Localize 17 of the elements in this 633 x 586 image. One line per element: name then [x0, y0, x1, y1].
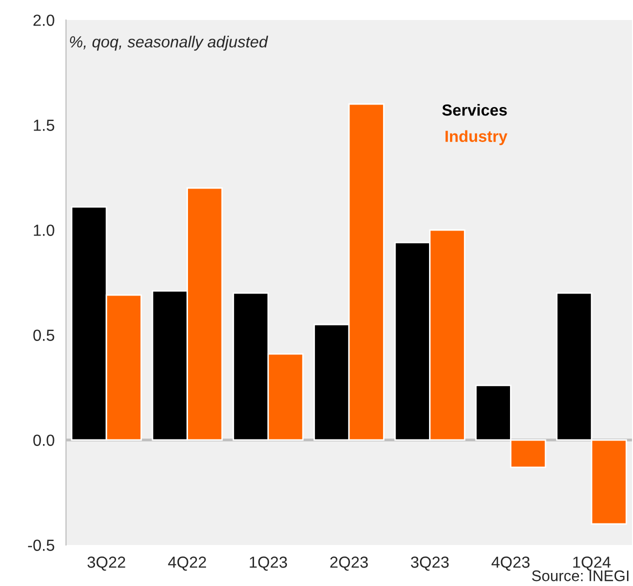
y-tick-label: 0.5	[33, 330, 54, 341]
x-tick-label: 1Q24	[573, 556, 611, 571]
y-tick-label: -0.5	[28, 540, 54, 551]
x-tick-label: 3Q22	[88, 556, 126, 571]
x-tick-label: 4Q22	[168, 556, 206, 571]
source-note: Source: INEGI	[532, 570, 628, 582]
x-tick-label: 3Q23	[410, 556, 449, 571]
y-tick-label: 2.0	[33, 14, 54, 26]
text: %, qoq, seasonally adjusted	[70, 36, 268, 51]
y-tick-label: 1.0	[34, 224, 54, 236]
x-tick-label: 2Q23	[330, 556, 368, 571]
text: Services	[442, 104, 507, 116]
y-tick-label: 0.0	[33, 434, 54, 446]
x-tick-label: 1Q23	[250, 556, 287, 571]
x-tick-label: 4Q23	[492, 556, 530, 571]
text: Industry	[446, 130, 508, 146]
y-tick-label: 1.5	[34, 120, 54, 131]
